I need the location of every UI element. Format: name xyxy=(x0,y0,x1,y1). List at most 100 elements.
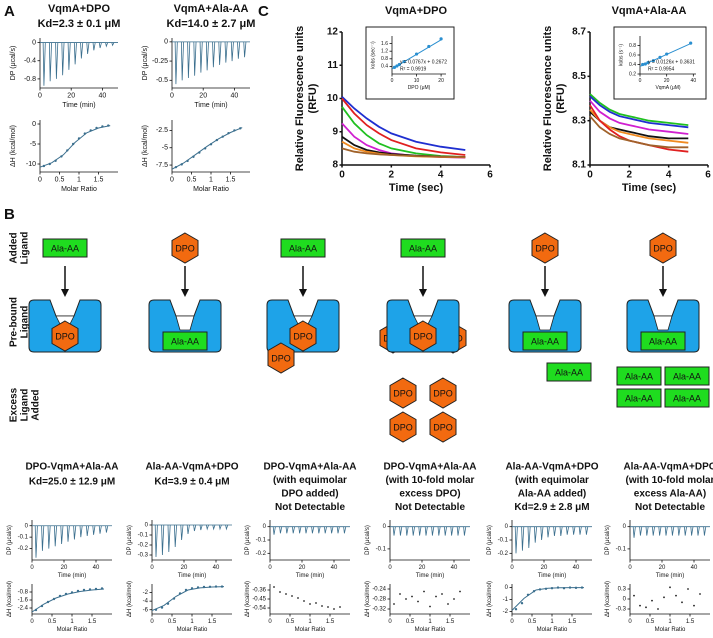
y-tick-label: -0.1 xyxy=(376,546,387,552)
injection-peak xyxy=(186,524,190,535)
x-tick-label: 1.5 xyxy=(326,619,335,625)
chart-title: DPO-VqmA+Ala-AA xyxy=(383,462,476,473)
data-point xyxy=(453,598,455,600)
data-point xyxy=(66,149,69,152)
trace xyxy=(589,104,689,153)
x-tick-label: 4 xyxy=(438,170,444,181)
data-point xyxy=(214,585,218,588)
arrow-head xyxy=(181,289,189,297)
data-point xyxy=(198,151,201,154)
injection-peak xyxy=(224,41,228,63)
x-tick-label: 0.5 xyxy=(48,619,57,625)
injection-peak xyxy=(212,524,216,531)
data-point xyxy=(447,603,449,605)
y-axis-label: DP (μcal/s) xyxy=(245,525,251,555)
chart-title: DPO-VqmA+Ala-AA xyxy=(25,462,118,473)
data-point xyxy=(643,62,647,66)
y-tick-label: -0.3 xyxy=(138,553,149,559)
injection-peak xyxy=(80,42,84,59)
ligand-label: Ala-AA xyxy=(409,243,437,253)
ligand-label: Ala-AA xyxy=(555,367,583,377)
y-tick-label: -2.5 xyxy=(156,127,168,134)
injection-peak xyxy=(336,526,340,534)
x-tick-label: 40 xyxy=(93,565,100,571)
injection-peak xyxy=(61,42,65,76)
data-point xyxy=(89,129,92,132)
injection-peak xyxy=(405,526,409,536)
injection-peak xyxy=(73,525,77,540)
x-tick-label: 0.5 xyxy=(286,619,295,625)
y-tick-label: -5 xyxy=(162,145,168,152)
trace xyxy=(341,96,466,151)
injection-peak xyxy=(456,526,460,536)
data-point xyxy=(101,125,104,128)
data-point xyxy=(196,586,200,589)
arrow-head xyxy=(299,289,307,297)
y-tick-label: -4 xyxy=(143,599,149,605)
data-point xyxy=(556,586,560,589)
injection-peak xyxy=(180,41,184,81)
arrow-head xyxy=(61,289,69,297)
injection-peak xyxy=(199,41,203,73)
y-axis-label: ΔH (kcal/mol) xyxy=(605,581,611,617)
chart-title: Ala-AA-VqmA+DPO xyxy=(623,462,713,473)
y-tick-label: -0.36 xyxy=(252,588,266,594)
x-axis-label: Molar Ratio xyxy=(193,186,229,193)
x-tick-label: 0 xyxy=(150,619,154,625)
row-label: Pre-bound xyxy=(9,297,20,347)
x-tick-label: 1 xyxy=(209,177,213,184)
injection-peak xyxy=(174,41,178,85)
injection-peak xyxy=(412,526,415,536)
data-point xyxy=(273,586,275,588)
dpo-ligand xyxy=(389,411,417,443)
dpo-ligand xyxy=(429,411,457,443)
x-tick-label: 20 xyxy=(299,565,306,571)
chart-subtitle: Not Detectable xyxy=(275,502,345,513)
y-axis-label: ΔH (kcal/mol) xyxy=(7,581,13,617)
x-tick-label: 0 xyxy=(628,565,632,571)
fit-line xyxy=(39,125,111,168)
data-point xyxy=(71,142,75,146)
data-point xyxy=(441,593,443,595)
trace xyxy=(589,95,689,129)
y-tick-label: 8 xyxy=(332,160,338,171)
data-point xyxy=(414,52,419,56)
y-tick-label: 0 xyxy=(145,523,149,529)
injection-peak xyxy=(55,42,59,79)
arrow-head xyxy=(541,289,549,297)
injection-peak xyxy=(92,525,96,535)
ligand-label: DPO xyxy=(175,243,195,253)
inset-frame xyxy=(365,26,455,100)
trace xyxy=(589,93,689,126)
injection-peak xyxy=(47,525,51,549)
y-tick-label: 9 xyxy=(332,126,338,137)
injection-peak xyxy=(639,526,643,536)
injection-peak xyxy=(444,526,447,536)
data-point xyxy=(303,600,305,602)
data-point xyxy=(393,603,395,605)
x-tick-label: 20 xyxy=(61,565,68,571)
y-tick-label: -0.3 xyxy=(616,607,627,613)
data-point xyxy=(405,598,407,600)
injection-peak xyxy=(559,526,563,537)
data-point xyxy=(221,135,224,138)
data-point xyxy=(395,64,399,68)
y-axis-label: DP (μcal/s) xyxy=(127,525,133,555)
data-point xyxy=(42,164,46,168)
row-label: Ligand xyxy=(20,389,31,422)
data-point xyxy=(402,60,406,64)
injection-peak xyxy=(66,525,70,542)
injection-peak xyxy=(553,526,557,537)
injection-peak xyxy=(193,41,197,76)
chart-subtitle: (with equimolar xyxy=(515,475,589,486)
y-tick-label: -2 xyxy=(143,590,149,596)
injection-peak xyxy=(546,526,550,538)
data-point xyxy=(166,602,170,605)
x-tick-label: 1.5 xyxy=(226,177,236,184)
injection-peak xyxy=(279,526,283,534)
y-axis-label: kobs (sec⁻¹) xyxy=(370,41,376,69)
data-point xyxy=(639,604,641,607)
injection-peak xyxy=(199,524,203,531)
data-point xyxy=(60,155,63,158)
x-tick-label: 0 xyxy=(510,619,514,625)
